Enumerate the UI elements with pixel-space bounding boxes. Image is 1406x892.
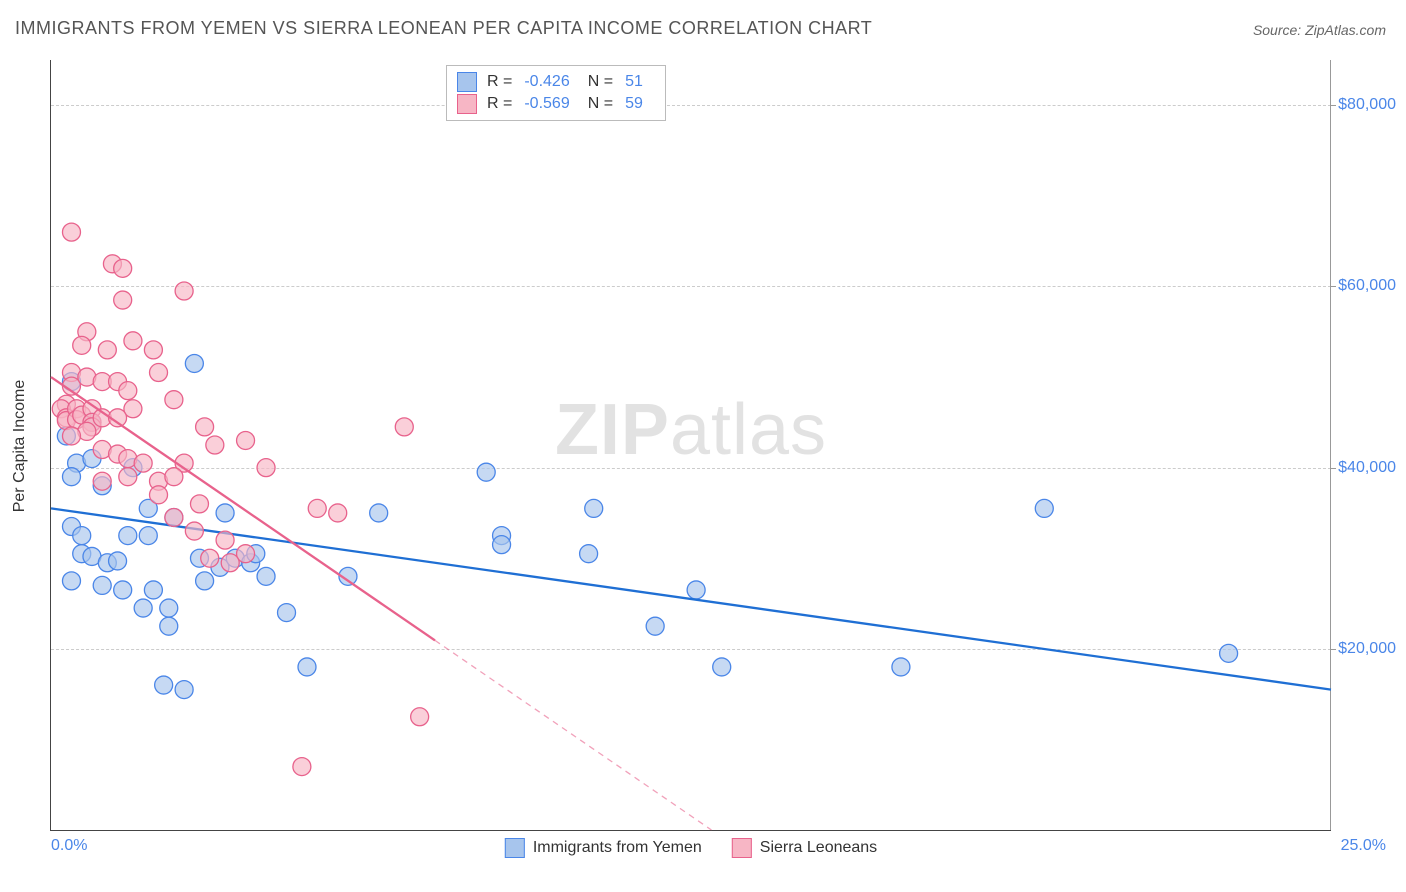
chart-title: IMMIGRANTS FROM YEMEN VS SIERRA LEONEAN … [15, 18, 872, 39]
source-attribution: Source: ZipAtlas.com [1253, 22, 1386, 38]
data-point [134, 454, 152, 472]
legend-row-pink: R = -0.569 N = 59 [457, 94, 651, 114]
data-point [216, 531, 234, 549]
data-point [221, 554, 239, 572]
swatch-icon [457, 94, 477, 114]
data-point [165, 391, 183, 409]
y-axis-label: Per Capita Income [11, 380, 29, 513]
legend-label: Sierra Leoneans [760, 839, 877, 857]
trend-line [51, 508, 1331, 689]
data-point [370, 504, 388, 522]
data-point [411, 708, 429, 726]
y-tick-label: $60,000 [1338, 277, 1396, 295]
data-point [687, 581, 705, 599]
data-point [73, 336, 91, 354]
data-point [155, 676, 173, 694]
data-point [257, 459, 275, 477]
data-point [206, 436, 224, 454]
legend-item-blue: Immigrants from Yemen [505, 838, 702, 858]
data-point [308, 499, 326, 517]
data-point [298, 658, 316, 676]
data-point [119, 468, 137, 486]
data-point [185, 522, 203, 540]
y-tick-label: $40,000 [1338, 459, 1396, 477]
data-point [1035, 499, 1053, 517]
data-point [124, 332, 142, 350]
data-point [93, 576, 111, 594]
data-point [493, 536, 511, 554]
data-point [196, 418, 214, 436]
legend-row-blue: R = -0.426 N = 51 [457, 72, 651, 92]
data-point [119, 527, 137, 545]
data-point [646, 617, 664, 635]
data-point [713, 658, 731, 676]
data-point [278, 604, 296, 622]
data-point [134, 599, 152, 617]
data-point [585, 499, 603, 517]
data-point [175, 282, 193, 300]
chart-plot-area: ZIPatlas $20,000$40,000$60,000$80,000 R … [50, 60, 1331, 831]
data-point [185, 354, 203, 372]
data-point [580, 545, 598, 563]
data-point [216, 504, 234, 522]
data-point [62, 468, 80, 486]
data-point [98, 341, 116, 359]
data-point [114, 581, 132, 599]
data-point [160, 617, 178, 635]
data-point [62, 572, 80, 590]
data-point [175, 681, 193, 699]
data-point [190, 495, 208, 513]
data-point [73, 527, 91, 545]
data-point [237, 431, 255, 449]
data-point [62, 427, 80, 445]
data-point [477, 463, 495, 481]
data-point [93, 472, 111, 490]
n-value-pink: 59 [625, 95, 643, 113]
data-point [150, 486, 168, 504]
data-point [160, 599, 178, 617]
legend-label: Immigrants from Yemen [533, 839, 702, 857]
swatch-icon [732, 838, 752, 858]
data-point [892, 658, 910, 676]
correlation-legend: R = -0.426 N = 51 R = -0.569 N = 59 [446, 65, 666, 121]
data-point [150, 364, 168, 382]
swatch-icon [457, 72, 477, 92]
data-point [257, 567, 275, 585]
data-point [144, 581, 162, 599]
data-point [139, 527, 157, 545]
data-point [62, 223, 80, 241]
data-point [293, 758, 311, 776]
data-point [119, 382, 137, 400]
data-point [395, 418, 413, 436]
swatch-icon [505, 838, 525, 858]
n-value-blue: 51 [625, 73, 643, 91]
legend-item-pink: Sierra Leoneans [732, 838, 877, 858]
data-point [165, 468, 183, 486]
data-point [1220, 644, 1238, 662]
r-value-blue: -0.426 [524, 73, 569, 91]
data-point [196, 572, 214, 590]
data-point [329, 504, 347, 522]
r-value-pink: -0.569 [524, 95, 569, 113]
data-point [201, 549, 219, 567]
y-tick-label: $80,000 [1338, 96, 1396, 114]
data-point [109, 552, 127, 570]
data-point [144, 341, 162, 359]
trend-line-extrapolated [435, 640, 711, 830]
data-point [165, 508, 183, 526]
data-point [114, 291, 132, 309]
x-axis-min-label: 0.0% [51, 837, 87, 855]
data-point [114, 259, 132, 277]
scatter-svg [51, 60, 1331, 830]
x-axis-max-label: 25.0% [1341, 837, 1386, 855]
series-legend: Immigrants from Yemen Sierra Leoneans [505, 838, 877, 858]
y-tick-label: $20,000 [1338, 640, 1396, 658]
